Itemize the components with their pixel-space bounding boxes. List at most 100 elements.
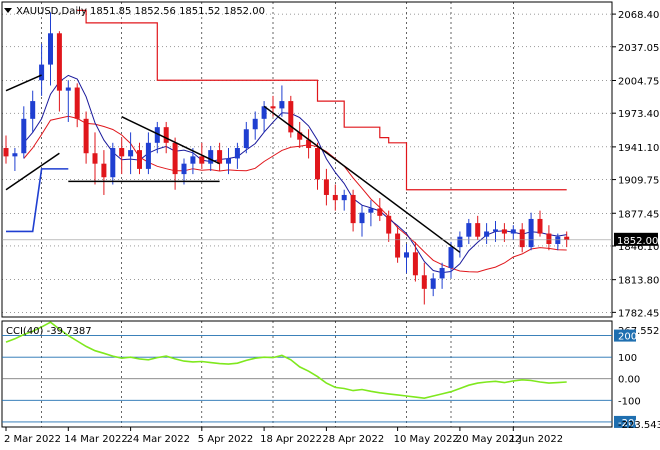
- trendline: [5, 152, 60, 191]
- candles: [3, 12, 570, 305]
- cci-tick-label: 267.5525: [618, 326, 660, 337]
- candle-body: [341, 194, 347, 201]
- candle-body: [528, 218, 534, 248]
- candle-body: [555, 236, 561, 244]
- price-tick-label: 2004.75: [618, 76, 659, 87]
- cci-tick-label: 100: [618, 353, 637, 364]
- candle-body: [21, 118, 27, 154]
- cci-level-lines: [2, 335, 612, 423]
- candle-body: [537, 218, 543, 234]
- candle-body: [546, 233, 552, 244]
- candle-body: [208, 150, 214, 164]
- candle-body: [475, 223, 481, 237]
- time-tick-label: 20 May 2022: [456, 434, 521, 445]
- ohlc-label: 1851.85 1852.56 1851.52 1852.00: [90, 6, 265, 17]
- candle-body: [181, 163, 187, 175]
- price-tick-label: 2037.05: [618, 43, 659, 54]
- indicator-overlays: [6, 9, 567, 274]
- candle-body: [368, 208, 374, 213]
- candle-body: [439, 267, 445, 279]
- candle-body: [234, 148, 240, 159]
- price-tick-label: 2068.40: [618, 10, 659, 21]
- candle-body: [448, 247, 454, 268]
- candle-body: [430, 278, 436, 289]
- price-tick-label: 1909.75: [618, 176, 659, 187]
- candle-body: [30, 101, 36, 119]
- candle-body: [190, 156, 196, 164]
- candle-body: [564, 236, 570, 240]
- time-tick-label: 2 Mar 2022: [4, 434, 61, 445]
- candle-body: [65, 87, 71, 91]
- cci-series: [5, 321, 567, 400]
- trendlines: [5, 74, 461, 253]
- cci-tick-label: -100: [618, 396, 641, 407]
- cci-level-box: [614, 415, 636, 428]
- candle-body: [377, 208, 383, 216]
- trendline: [121, 116, 220, 165]
- candle-body: [83, 118, 89, 154]
- candle-body: [243, 129, 249, 149]
- candle-body: [137, 150, 142, 169]
- candle-body: [74, 87, 80, 119]
- trendline: [5, 74, 42, 92]
- candle-body: [457, 236, 463, 248]
- candle-body: [48, 33, 53, 65]
- time-tick-label: 1 Jun 2022: [509, 434, 563, 445]
- candle-body: [119, 148, 125, 157]
- time-tick-label: 24 Mar 2022: [127, 434, 190, 445]
- candle-body: [101, 163, 107, 178]
- price-tick-label: 1941.10: [618, 143, 659, 154]
- candle-body: [261, 106, 267, 119]
- candle-body: [519, 229, 525, 248]
- candle-body: [395, 233, 401, 258]
- support-line: [6, 168, 69, 233]
- candle-body: [3, 148, 9, 157]
- price-tick-label: 1973.40: [618, 109, 659, 120]
- candle-body: [306, 139, 312, 149]
- candle-body: [412, 252, 418, 276]
- candle-body: [484, 231, 490, 237]
- candle-body: [110, 148, 116, 178]
- time-tick-label: 5 Apr 2022: [198, 434, 253, 445]
- candle-body: [510, 229, 516, 234]
- candle-body: [315, 148, 320, 180]
- time-tick-label: 18 Apr 2022: [260, 434, 322, 445]
- price-tick-label: 1782.45: [618, 308, 659, 319]
- candle-body: [493, 229, 498, 232]
- collapse-arrow-icon[interactable]: [4, 8, 12, 13]
- candle-body: [172, 142, 178, 175]
- candle-body: [332, 194, 338, 201]
- cci-line: [5, 321, 567, 400]
- chart-grid: [2, 2, 612, 427]
- candle-body: [199, 156, 205, 164]
- candle-body: [466, 223, 472, 237]
- candle-body: [12, 153, 18, 157]
- candle-body: [154, 127, 160, 143]
- price-tick-label: 1846.10: [618, 242, 659, 253]
- candle-body: [270, 106, 276, 109]
- cci-tick-label: 0.00: [618, 375, 640, 386]
- candle-body: [288, 101, 294, 133]
- candle-body: [252, 118, 258, 130]
- candle-body: [359, 212, 365, 224]
- candle-body: [217, 150, 223, 164]
- candle-body: [501, 229, 507, 234]
- current-price-label: 1852.00: [617, 236, 658, 247]
- cci-title: CCI(40) -39.7387: [6, 326, 92, 337]
- price-axis: 2068.40 2037.05 2004.75 1973.40 1941.10 1909.…: [2, 10, 659, 319]
- candle-body: [163, 127, 169, 143]
- cci-tick-label: 200: [618, 332, 637, 343]
- time-tick-label: 14 Mar 2022: [64, 434, 127, 445]
- candle-body: [386, 215, 392, 234]
- candle-body: [404, 252, 409, 258]
- candle-body: [421, 275, 427, 289]
- cci-level-box: [614, 329, 636, 342]
- price-tick-label: 1877.45: [618, 209, 659, 220]
- candle-body: [297, 132, 303, 140]
- candle-body: [226, 158, 231, 164]
- candle-body: [350, 194, 356, 224]
